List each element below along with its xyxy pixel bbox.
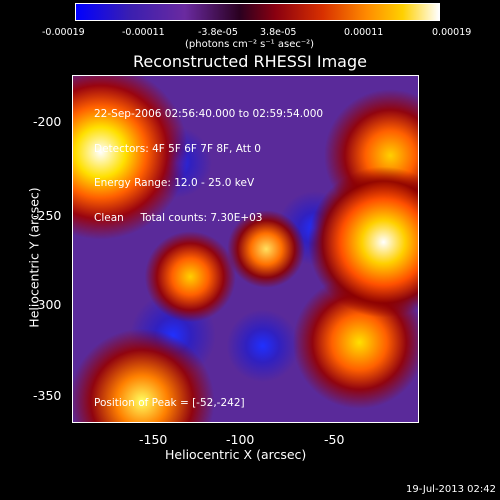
clean-counts: Clean Total counts: 7.30E+03 [94,211,263,224]
time-range: 22-Sep-2006 02:56:40.000 to 02:59:54.000 [94,108,324,120]
y-tick: -200 [33,114,62,129]
y-tick: -300 [33,297,62,312]
colorbar-tick: -0.00011 [122,27,165,38]
colorbar [75,3,440,21]
rhessi-image [72,75,419,423]
colorbar-tick: 3.8e-05 [260,27,297,38]
colorbar-tick: 0.00011 [344,27,384,38]
colorbar-unit: (photons cm⁻² s⁻¹ asec⁻²) [185,39,315,50]
colorbar-tick: -3.8e-05 [198,27,238,38]
x-tick: -100 [226,432,255,447]
energy-range: Energy Range: 12.0 - 25.0 keV [94,177,255,189]
y-tick: -250 [33,208,62,223]
colorbar-tick: -0.00019 [42,27,85,38]
y-tick: -350 [33,388,62,403]
image-title: Reconstructed RHESSI Image [133,52,367,71]
detectors: Detectors: 4F 5F 6F 7F 8F, Att 0 [94,142,261,155]
x-axis-label: Heliocentric X (arcsec) [165,447,307,462]
peak-position: Position of Peak = [-52,-242] [94,397,245,409]
y-axis-label: Heliocentric Y (arcsec) [26,187,42,328]
timestamp: 19-Jul-2013 02:42 [405,484,496,495]
colorbar-tick: 0.00019 [432,27,472,38]
info-block: 22-Sep-2006 02:56:40.000 to 02:59:54.000… [94,86,323,236]
x-tick: -150 [139,432,168,447]
x-tick: -50 [324,432,345,447]
